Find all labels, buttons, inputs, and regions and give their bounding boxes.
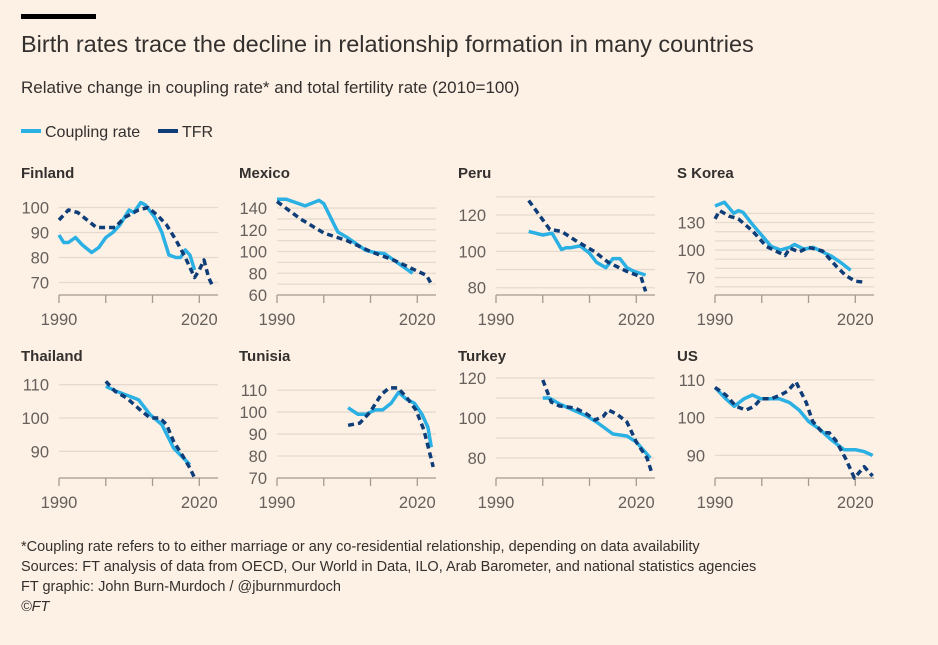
panel-title: Thailand bbox=[21, 348, 83, 365]
legend: Coupling rate TFR bbox=[21, 124, 213, 141]
panel-s-korea: S Korea 70 100 130 1990 2020 bbox=[677, 165, 874, 329]
panel-title: Finland bbox=[21, 165, 74, 182]
x-tick-label: 1990 bbox=[41, 311, 78, 329]
copyright: ©FT bbox=[21, 599, 51, 615]
panel-title: S Korea bbox=[677, 165, 734, 182]
x-tick-label: 2020 bbox=[181, 311, 218, 329]
y-tick-label: 60 bbox=[249, 287, 267, 305]
sources: Sources: FT analysis of data from OECD, … bbox=[21, 559, 756, 575]
x-tick-label: 2020 bbox=[181, 494, 218, 512]
tfr-line bbox=[347, 386, 435, 468]
legend-label-coupling: Coupling rate bbox=[45, 124, 140, 141]
y-tick-label: 130 bbox=[677, 215, 705, 233]
panel-title: Tunisia bbox=[239, 348, 291, 365]
tfr-line bbox=[57, 205, 215, 289]
panel-title: Peru bbox=[458, 165, 491, 182]
x-tick-label: 2020 bbox=[618, 494, 655, 512]
y-tick-label: 120 bbox=[239, 222, 267, 240]
panel-finland: Finland 70 80 90 100 1990 2020 bbox=[21, 165, 218, 329]
y-tick-label: 100 bbox=[21, 410, 49, 428]
y-tick-label: 70 bbox=[687, 270, 705, 288]
panel-mexico: Mexico 60 80 100 120 140 1990 2020 bbox=[239, 165, 436, 329]
y-tick-label: 110 bbox=[23, 377, 49, 395]
y-tick-label: 100 bbox=[677, 410, 705, 428]
coupling-rate-line bbox=[713, 386, 874, 457]
panel-peru: Peru 80 100 120 1990 2020 bbox=[458, 165, 655, 329]
y-tick-label: 100 bbox=[239, 244, 267, 262]
legend-label-tfr: TFR bbox=[182, 124, 213, 141]
x-tick-label: 1990 bbox=[259, 311, 296, 329]
x-tick-label: 1990 bbox=[41, 494, 78, 512]
x-tick-label: 1990 bbox=[697, 494, 734, 512]
x-tick-label: 2020 bbox=[837, 494, 874, 512]
coupling-rate-line bbox=[714, 200, 852, 272]
y-tick-label: 100 bbox=[458, 410, 486, 428]
tfr-line bbox=[275, 200, 433, 285]
y-tick-label: 90 bbox=[31, 443, 49, 461]
ft-top-bar bbox=[21, 14, 96, 19]
y-tick-label: 80 bbox=[468, 450, 486, 468]
y-tick-label: 90 bbox=[31, 225, 49, 243]
tfr-line bbox=[541, 379, 654, 475]
panel-turkey: Turkey 80 100 120 1990 2020 bbox=[458, 348, 655, 512]
x-tick-label: 1990 bbox=[478, 311, 515, 329]
credit: FT graphic: John Burn-Murdoch / @jburnmu… bbox=[21, 579, 341, 595]
panel-title: US bbox=[677, 348, 698, 365]
x-tick-label: 2020 bbox=[837, 311, 874, 329]
panel-tunisia: Tunisia 70 80 90 100 110 1990 2020 bbox=[239, 348, 436, 512]
tfr-line bbox=[713, 380, 874, 480]
chart-subtitle: Relative change in coupling rate* and to… bbox=[21, 78, 520, 97]
x-tick-label: 1990 bbox=[259, 494, 296, 512]
y-tick-label: 140 bbox=[239, 200, 267, 218]
coupling-rate-line bbox=[542, 396, 652, 460]
y-tick-label: 80 bbox=[249, 265, 267, 283]
y-tick-label: 100 bbox=[458, 243, 486, 261]
y-tick-label: 100 bbox=[21, 200, 49, 218]
y-tick-label: 90 bbox=[249, 426, 267, 444]
y-tick-label: 90 bbox=[687, 447, 705, 465]
y-tick-label: 110 bbox=[241, 382, 267, 400]
footnote: *Coupling rate refers to to either marri… bbox=[21, 539, 700, 555]
coupling-rate-line bbox=[347, 390, 434, 448]
panel-title: Turkey bbox=[458, 348, 507, 365]
x-tick-label: 2020 bbox=[399, 311, 436, 329]
coupling-rate-line bbox=[528, 229, 647, 277]
y-tick-label: 100 bbox=[677, 242, 705, 260]
coupling-rate-line bbox=[277, 197, 414, 275]
x-tick-label: 2020 bbox=[618, 311, 655, 329]
y-tick-label: 70 bbox=[31, 275, 49, 293]
x-tick-label: 1990 bbox=[697, 311, 734, 329]
tfr-line bbox=[713, 208, 865, 284]
chart-title: Birth rates trace the decline in relatio… bbox=[21, 31, 754, 57]
y-tick-label: 120 bbox=[458, 370, 486, 388]
x-tick-label: 2020 bbox=[399, 494, 436, 512]
y-tick-label: 110 bbox=[679, 372, 705, 390]
x-tick-label: 1990 bbox=[478, 494, 515, 512]
y-tick-label: 80 bbox=[31, 250, 49, 268]
small-multiples: Finland 70 80 90 100 1990 2020 Mexico 60 80 100 120… bbox=[21, 165, 874, 512]
coupling-rate-line bbox=[57, 200, 197, 271]
panel-thailand: Thailand 90 100 110 1990 2020 bbox=[21, 348, 218, 512]
y-tick-label: 80 bbox=[249, 448, 267, 466]
panel-us: US 90 100 110 1990 2020 bbox=[677, 348, 874, 512]
tfr-line bbox=[104, 380, 197, 479]
panel-title: Mexico bbox=[239, 165, 290, 182]
tfr-line bbox=[527, 199, 648, 292]
y-tick-label: 70 bbox=[249, 470, 267, 488]
y-tick-label: 80 bbox=[468, 280, 486, 298]
y-tick-label: 100 bbox=[239, 404, 267, 422]
y-tick-label: 120 bbox=[458, 207, 486, 225]
